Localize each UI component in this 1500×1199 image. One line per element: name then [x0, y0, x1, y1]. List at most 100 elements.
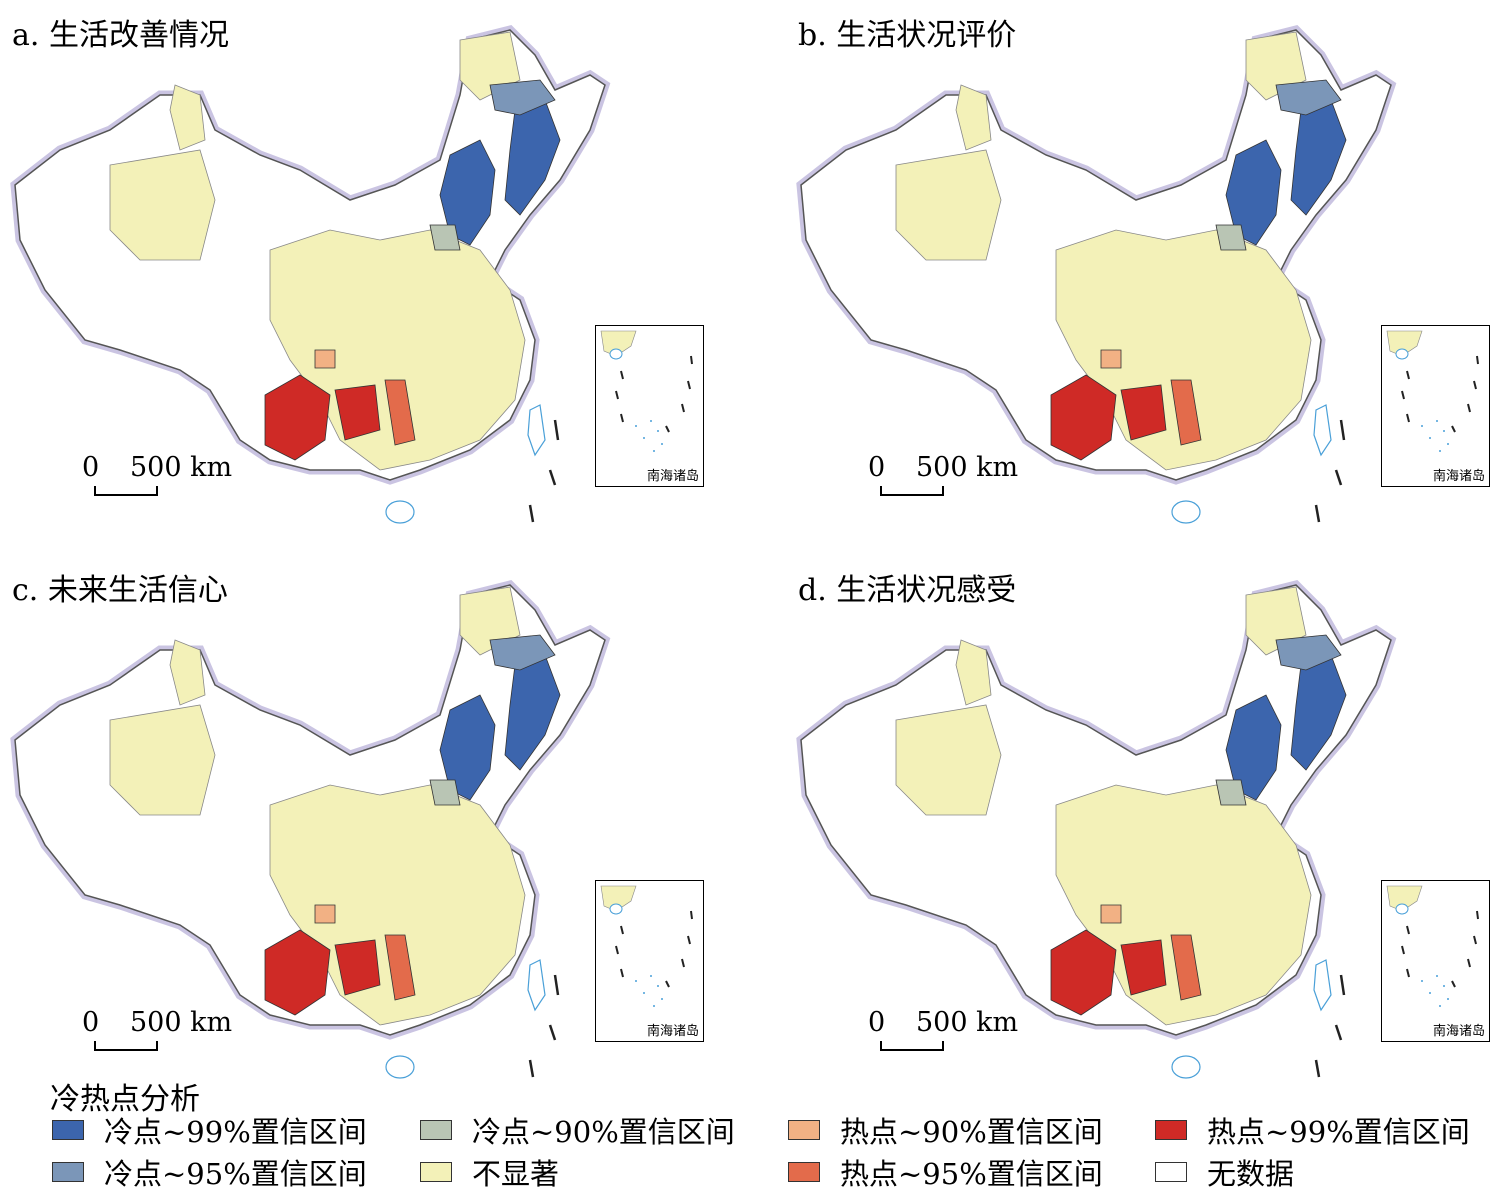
scale-line	[880, 486, 944, 496]
china-map	[796, 580, 1397, 1079]
cold-spot-99-east	[504, 99, 561, 216]
south-china-sea-inset: 南海诸岛	[1381, 880, 1490, 1042]
hot-spot-90	[314, 349, 336, 369]
maritime-boundary	[1314, 974, 1346, 1078]
inset-map	[600, 330, 693, 452]
inset-map	[600, 885, 693, 1007]
maritime-boundary	[528, 974, 560, 1078]
region-altay	[169, 84, 206, 151]
hot-spot-90	[1100, 349, 1122, 369]
hot-spot-99-east	[1120, 939, 1167, 996]
hot-spot-99-east	[334, 384, 381, 441]
scale-line	[94, 1041, 158, 1051]
scale-line	[94, 486, 158, 496]
hainan	[1171, 500, 1201, 524]
south-china-sea-inset: 南海诸岛	[595, 880, 704, 1042]
taiwan	[527, 404, 546, 457]
legend-label: 不显著	[472, 1157, 560, 1191]
map-panel-c: c. 未来生活信心 0 500 km 南海诸岛	[0, 555, 750, 1110]
taiwan	[1313, 404, 1332, 457]
legend-item: 热点~95%置信区间	[788, 1152, 1103, 1192]
panel-title: d. 生活状况感受	[798, 573, 1017, 608]
legend-label: 热点~95%置信区间	[840, 1157, 1103, 1191]
china-map	[796, 25, 1397, 524]
map-panel-b: b. 生活状况评价 0 500 km 南海诸岛	[786, 0, 1500, 555]
cold-spot-99	[1225, 139, 1282, 246]
hainan	[385, 500, 415, 524]
inset-label: 南海诸岛	[646, 1024, 699, 1039]
legend-label: 冷点~90%置信区间	[472, 1115, 735, 1149]
legend-label: 冷点~99%置信区间	[104, 1115, 367, 1149]
hot-spot-99	[264, 929, 331, 1016]
cold-spot-95	[1275, 634, 1342, 671]
legend-label: 冷点~95%置信区间	[104, 1157, 367, 1191]
inset-map	[1386, 885, 1479, 1007]
region-northwest	[895, 149, 1002, 261]
legend-item: 冷点~95%置信区间	[52, 1152, 367, 1192]
panel-title: b. 生活状况评价	[798, 18, 1017, 53]
legend-swatch	[52, 1162, 84, 1182]
hot-spot-99-east	[334, 939, 381, 996]
hainan	[385, 1055, 415, 1079]
cold-spot-90	[429, 224, 461, 251]
inset-label: 南海诸岛	[1432, 1024, 1485, 1039]
hainan	[1171, 1055, 1201, 1079]
maritime-boundary	[528, 419, 560, 523]
legend-title: 冷热点分析	[50, 1082, 200, 1117]
cold-spot-99	[439, 139, 496, 246]
hot-spot-99-east	[1120, 384, 1167, 441]
legend-swatch	[420, 1120, 452, 1140]
taiwan	[1313, 959, 1332, 1012]
cold-spot-95	[489, 634, 556, 671]
maritime-boundary	[1314, 419, 1346, 523]
scale-zero-label: 0	[868, 452, 886, 483]
hot-spot-95	[1170, 934, 1202, 1001]
hot-spot-95	[384, 379, 416, 446]
region-altay	[955, 639, 992, 706]
scale-distance-label: 500 km	[130, 452, 233, 483]
legend-swatch	[420, 1162, 452, 1182]
inset-label: 南海诸岛	[1432, 469, 1485, 484]
legend-label: 热点~99%置信区间	[1207, 1115, 1470, 1149]
cold-spot-90	[429, 779, 461, 806]
south-china-sea-inset: 南海诸岛	[1381, 325, 1490, 487]
hot-spot-95	[384, 934, 416, 1001]
cold-spot-99-east	[504, 654, 561, 771]
panel-title: c. 未来生活信心	[12, 573, 228, 608]
hot-spot-90	[314, 904, 336, 924]
scale-distance-label: 500 km	[130, 1007, 233, 1038]
legend-item: 不显著	[420, 1152, 559, 1192]
cold-spot-95	[1275, 79, 1342, 116]
cold-spot-90	[1215, 224, 1247, 251]
legend-item: 冷点~90%置信区间	[420, 1110, 735, 1150]
map-panel-a: a. 生活改善情况 0 500 km 南海诸岛	[0, 0, 750, 555]
region-altay	[169, 639, 206, 706]
hot-spot-90	[1100, 904, 1122, 924]
legend-item: 冷点~99%置信区间	[52, 1110, 367, 1150]
hot-spot-99	[1050, 374, 1117, 461]
cold-spot-95	[489, 79, 556, 116]
legend-label: 热点~90%置信区间	[840, 1115, 1103, 1149]
map-panel-d: d. 生活状况感受 0 500 km 南海诸岛	[786, 555, 1500, 1110]
hot-spot-95	[1170, 379, 1202, 446]
cold-spot-99	[1225, 694, 1282, 801]
scale-distance-label: 500 km	[916, 452, 1019, 483]
hot-spot-99	[1050, 929, 1117, 1016]
legend-label: 无数据	[1207, 1157, 1295, 1191]
legend-swatch	[1155, 1162, 1187, 1182]
china-map	[10, 580, 611, 1079]
region-northwest	[109, 704, 216, 816]
region-northwest	[895, 704, 1002, 816]
legend-swatch	[788, 1120, 820, 1140]
scale-line	[880, 1041, 944, 1051]
legend-swatch	[788, 1162, 820, 1182]
taiwan	[527, 959, 546, 1012]
cold-spot-99-east	[1290, 654, 1347, 771]
scale-zero-label: 0	[82, 1007, 100, 1038]
region-northwest	[109, 149, 216, 261]
cold-spot-90	[1215, 779, 1247, 806]
scale-distance-label: 500 km	[916, 1007, 1019, 1038]
legend-swatch	[1155, 1120, 1187, 1140]
legend-swatch	[52, 1120, 84, 1140]
scale-zero-label: 0	[868, 1007, 886, 1038]
